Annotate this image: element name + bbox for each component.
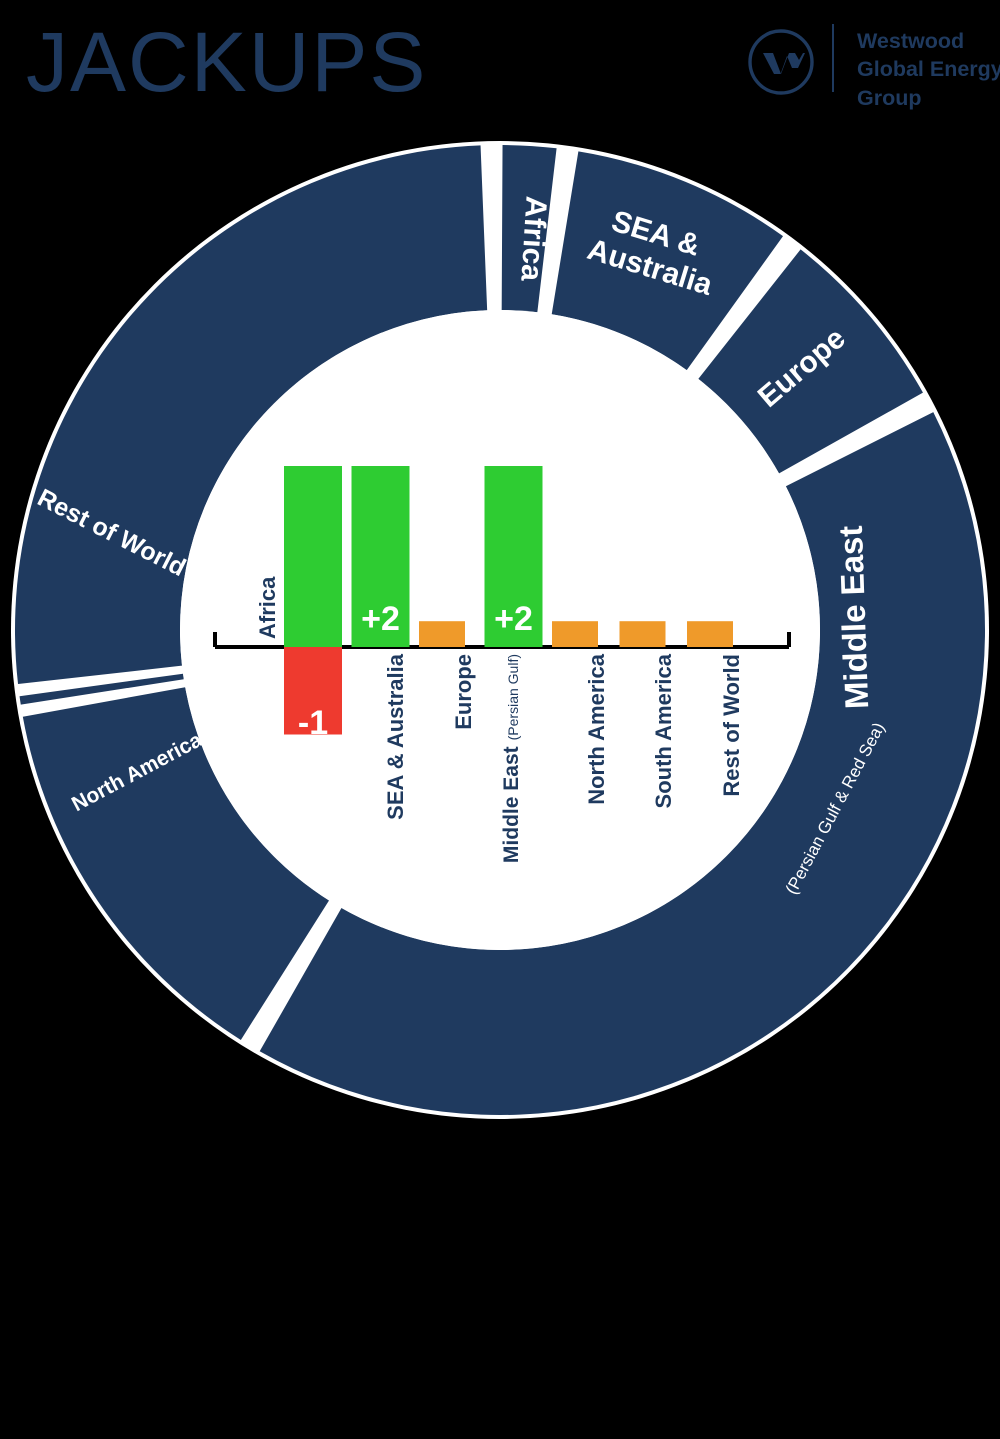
svg-text:Middle East: Middle East <box>832 525 875 710</box>
svg-text:+2: +2 <box>494 600 533 638</box>
svg-text:Rest of World: Rest of World <box>719 654 744 797</box>
svg-text:-1: -1 <box>298 704 328 742</box>
svg-text:Africa: Africa <box>255 576 280 639</box>
svg-text:South America: South America <box>651 653 676 808</box>
svg-text:Europe: Europe <box>451 654 476 730</box>
svg-text:North America: North America <box>584 653 609 805</box>
svg-text:SEA & Australia: SEA & Australia <box>383 653 408 820</box>
svg-text:+2: +2 <box>361 600 400 638</box>
svg-text:Africa: Africa <box>514 195 552 282</box>
